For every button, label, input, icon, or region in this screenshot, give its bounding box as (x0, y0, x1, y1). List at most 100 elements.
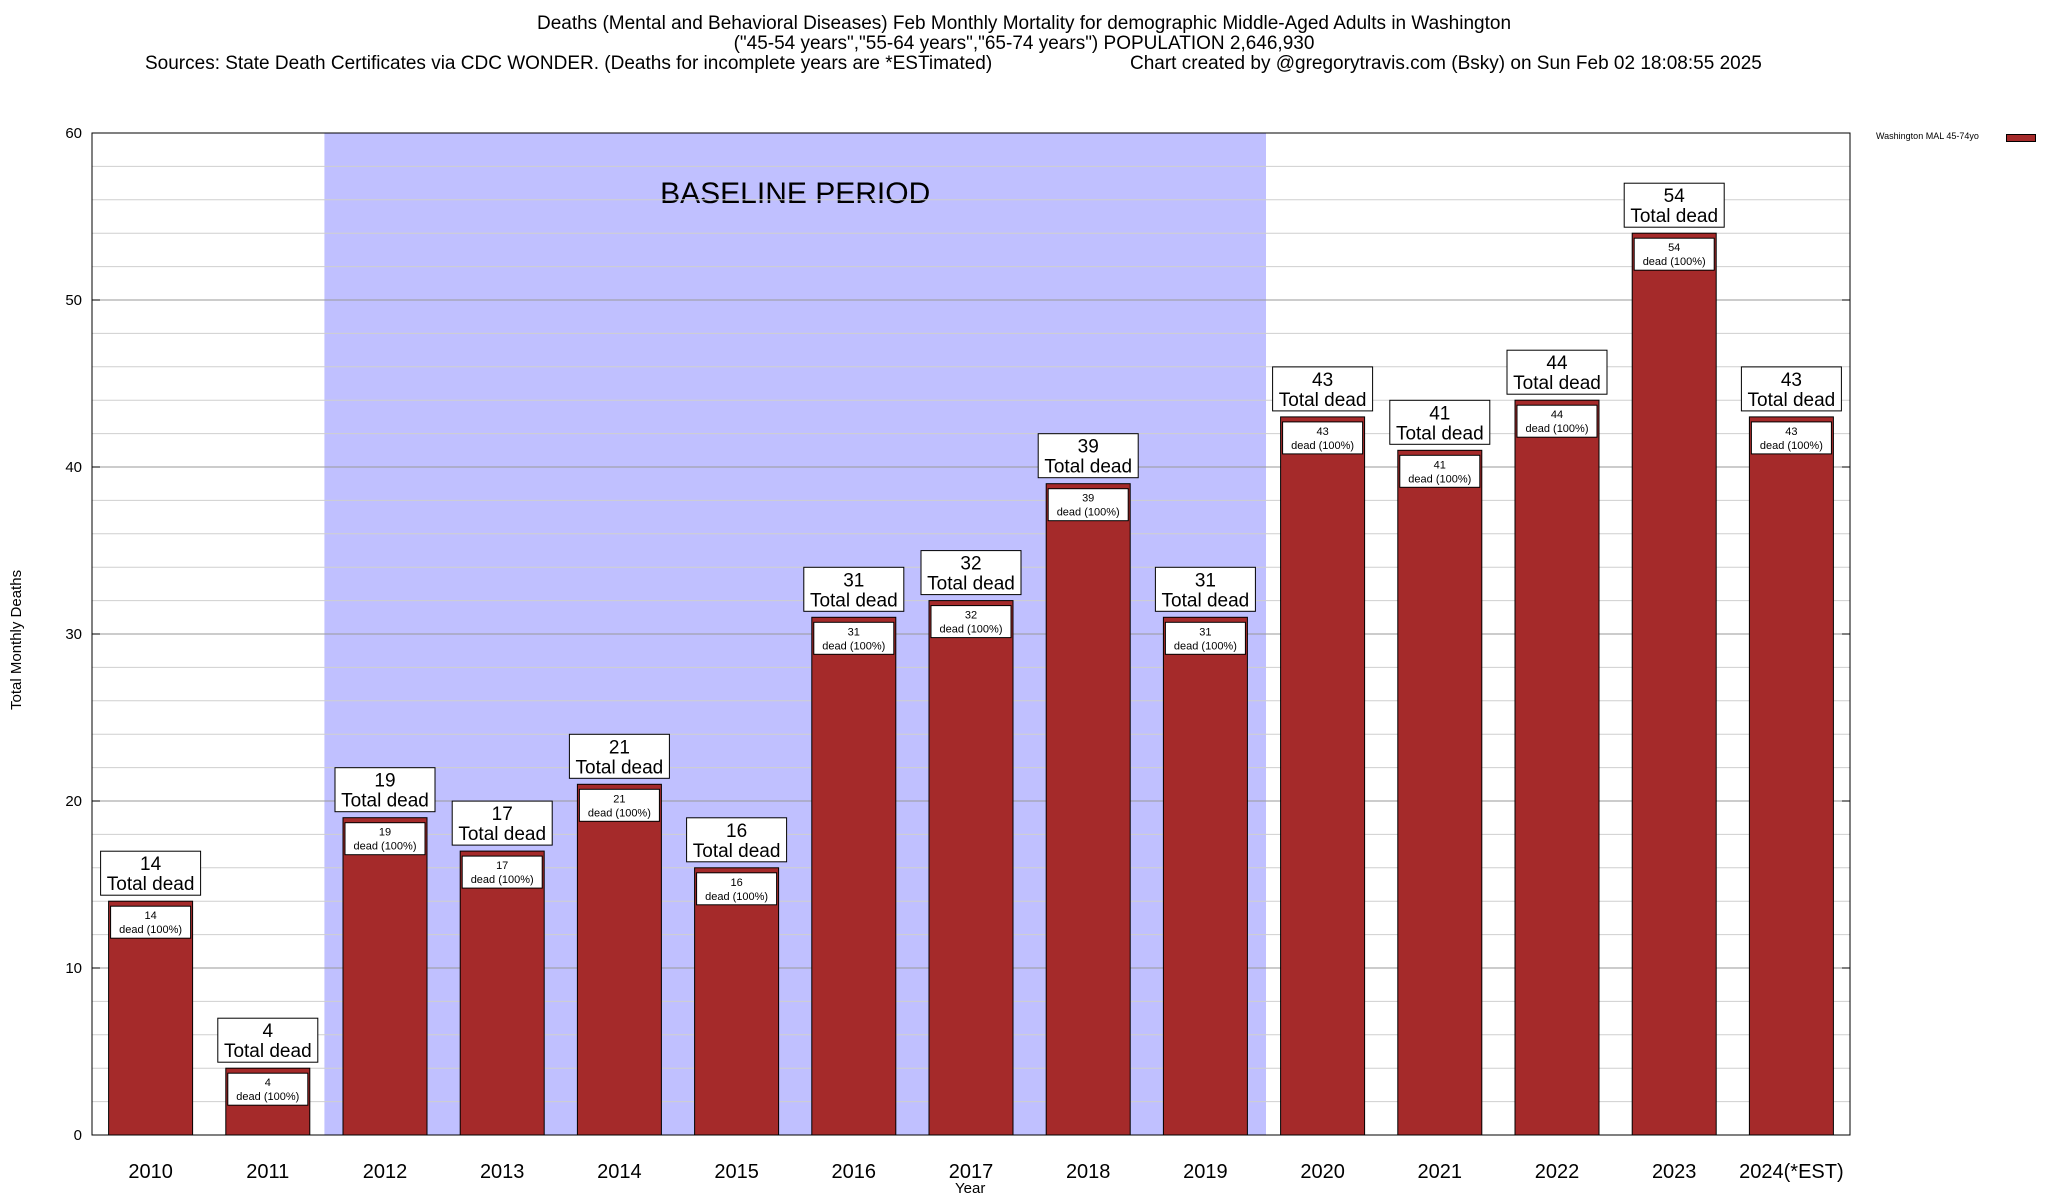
bar-top-label-box (334, 767, 436, 813)
bar-top-caption: Total dead (576, 757, 664, 778)
bar-top-caption: Total dead (1044, 457, 1132, 478)
bar (108, 900, 194, 1136)
bar (576, 783, 662, 1136)
x-tick-label: 2010 (128, 1161, 173, 1183)
legend-series-name: Washington MAL 45-74yo (1876, 131, 1979, 141)
y-tick-label: 0 (74, 1127, 82, 1144)
bar-top-caption: Total dead (810, 590, 898, 611)
bar-top-label-box (920, 550, 1022, 596)
bar-top-value: 43 (1781, 370, 1802, 391)
bar-top-value: 54 (1664, 186, 1686, 207)
bar-inner-pct: dead (100%) (354, 841, 417, 853)
bar-inner-label-box (696, 872, 778, 906)
bar-top-value: 41 (1429, 403, 1450, 424)
bar-top-caption: Total dead (693, 841, 781, 862)
bar (1162, 616, 1248, 1136)
bar-inner-label-box (1282, 421, 1364, 455)
bar-inner-label-box (1047, 488, 1129, 522)
bar-inner-label-box (110, 905, 192, 939)
bar-inner-label-box (930, 605, 1012, 639)
bar (1397, 449, 1483, 1136)
x-tick-label: 2016 (832, 1161, 877, 1183)
bar-top-caption: Total dead (458, 824, 546, 845)
bar-top-label-box (1740, 366, 1842, 412)
bar-inner-pct: dead (100%) (1408, 473, 1471, 485)
bar-inner-value: 19 (379, 827, 391, 839)
bar-inner-value: 43 (1785, 426, 1797, 438)
bar-inner-value: 32 (965, 610, 977, 622)
bar-top-caption: Total dead (1513, 373, 1601, 394)
bar-inner-pct: dead (100%) (940, 624, 1003, 636)
plot-border (91, 132, 1851, 1136)
x-tick-label: 2023 (1652, 1161, 1697, 1183)
bar-top-caption: Total dead (1630, 206, 1718, 227)
bar-inner-pct: dead (100%) (588, 807, 651, 819)
bar-top-label-box (1272, 366, 1374, 412)
baseline-band-label: BASELINE PERIOD (660, 177, 930, 210)
chart-title-line-2: ("45-54 years","55-64 years","65-74 year… (733, 33, 1315, 54)
bar-inner-pct: dead (100%) (1174, 640, 1237, 652)
x-tick-label: 2011 (246, 1161, 289, 1183)
x-tick-label: 2014 (597, 1161, 642, 1183)
y-tick-label: 30 (65, 626, 82, 643)
bar (1045, 483, 1131, 1136)
y-tick-label: 40 (65, 459, 82, 476)
bar-inner-pct: dead (100%) (1526, 423, 1589, 435)
bar-inner-label-box (1399, 454, 1481, 488)
bar-top-label-box (568, 733, 670, 779)
bar-top-value: 31 (1195, 570, 1216, 591)
bar-top-value: 19 (374, 771, 395, 792)
bar-inner-label-box (813, 621, 895, 655)
bar-inner-label-box (461, 855, 543, 889)
bar-top-caption: Total dead (341, 791, 429, 812)
bar-inner-pct: dead (100%) (1291, 440, 1354, 452)
bar-top-caption: Total dead (1162, 590, 1250, 611)
bar-top-value: 44 (1546, 353, 1568, 374)
bar (1514, 399, 1600, 1136)
chart-source-line: Sources: State Death Certificates via CD… (145, 53, 993, 74)
bar (1631, 232, 1717, 1136)
bar-top-label-box (1037, 433, 1139, 479)
bar-inner-pct: dead (100%) (822, 640, 885, 652)
bar-top-label-box (451, 800, 553, 846)
x-tick-label: 2012 (363, 1161, 408, 1183)
bar-inner-value: 31 (1199, 626, 1211, 638)
bar (1748, 416, 1834, 1136)
x-tick-label: 2018 (1066, 1161, 1111, 1183)
chart-title-line-1: Deaths (Mental and Behavioral Diseases) … (536, 13, 1512, 34)
x-tick-label: 2021 (1418, 1161, 1463, 1183)
x-tick-label: 2013 (480, 1161, 525, 1183)
bar (342, 817, 428, 1136)
bar-inner-value: 31 (848, 626, 860, 638)
bar-top-label-box (1506, 349, 1608, 395)
bar (694, 867, 780, 1136)
bar-top-caption: Total dead (927, 574, 1015, 595)
bar-inner-label-box (227, 1072, 309, 1106)
bar-inner-pct: dead (100%) (471, 874, 534, 886)
bar-top-label-box (803, 566, 905, 612)
bar (1280, 416, 1366, 1136)
bar-top-label-box (1623, 182, 1725, 228)
bar-top-value: 17 (492, 804, 513, 825)
bar-inner-pct: dead (100%) (119, 924, 182, 936)
bar (459, 850, 545, 1136)
x-tick-label: 2015 (714, 1161, 759, 1183)
bar-inner-label-box (578, 788, 660, 822)
x-tick-label: 2024(*EST) (1739, 1161, 1844, 1183)
bar-inner-label-box (1516, 404, 1598, 438)
bar-inner-value: 17 (496, 860, 508, 872)
x-tick-label: 2019 (1183, 1161, 1228, 1183)
bar-top-caption: Total dead (1279, 390, 1367, 411)
bar-top-label-box (1389, 399, 1491, 445)
bar-top-label-box (100, 850, 202, 896)
bar-inner-pct: dead (100%) (705, 891, 768, 903)
bar-inner-value: 4 (265, 1077, 271, 1089)
x-axis-label: Year (955, 1180, 986, 1197)
bar-top-label-box (686, 817, 788, 863)
y-tick-label: 50 (65, 292, 82, 309)
bar (928, 600, 1014, 1136)
bar-inner-label-box (1750, 421, 1832, 455)
chart-credit-line: Chart created by @gregorytravis.com (Bsk… (1130, 53, 1762, 74)
bar-inner-pct: dead (100%) (1760, 440, 1823, 452)
